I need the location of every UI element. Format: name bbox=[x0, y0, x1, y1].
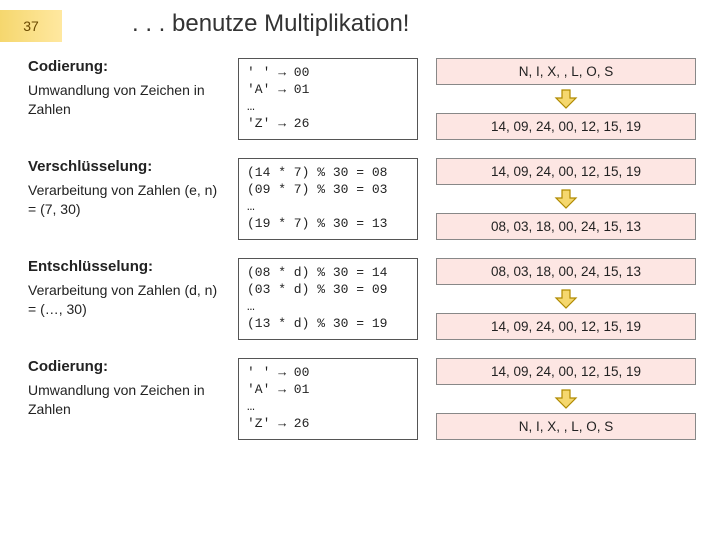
code-line: ' ' → 00 bbox=[247, 365, 409, 382]
code-line: … bbox=[247, 299, 409, 316]
section-left: Entschlüsselung: Verarbeitung von Zahlen … bbox=[28, 258, 238, 340]
section-heading: Entschlüsselung: bbox=[28, 258, 226, 275]
arrow-down-icon bbox=[553, 288, 579, 310]
code-line: … bbox=[247, 199, 409, 216]
arrow-down-icon bbox=[553, 88, 579, 110]
result-box-top: 14, 09, 24, 00, 12, 15, 19 bbox=[436, 158, 696, 185]
code-line: ' ' → 00 bbox=[247, 65, 409, 82]
code-line: (19 * 7) % 30 = 13 bbox=[247, 216, 409, 233]
section-desc: Umwandlung von Zeichen in Zahlen bbox=[28, 381, 226, 419]
code-box: (14 * 7) % 30 = 08(09 * 7) % 30 = 03…(19… bbox=[238, 158, 418, 240]
result-box-bottom: 08, 03, 18, 00, 24, 15, 13 bbox=[436, 213, 696, 240]
code-line: 'A' → 01 bbox=[247, 382, 409, 399]
section-heading: Verschlüsselung: bbox=[28, 158, 226, 175]
code-line: (08 * d) % 30 = 14 bbox=[247, 265, 409, 282]
code-box: (08 * d) % 30 = 14(03 * d) % 30 = 09…(13… bbox=[238, 258, 418, 340]
section-left: Verschlüsselung: Verarbeitung von Zahlen … bbox=[28, 158, 238, 240]
result-box-top: 14, 09, 24, 00, 12, 15, 19 bbox=[436, 358, 696, 385]
arrow-down-icon bbox=[553, 188, 579, 210]
code-line: (09 * 7) % 30 = 03 bbox=[247, 182, 409, 199]
code-box: ' ' → 00'A' → 01…'Z' → 26 bbox=[238, 358, 418, 440]
slide-number-badge: 37 bbox=[0, 10, 62, 42]
section-heading: Codierung: bbox=[28, 58, 226, 75]
result-box-bottom: 14, 09, 24, 00, 12, 15, 19 bbox=[436, 313, 696, 340]
section-right: N, I, X, , L, O, S 14, 09, 24, 00, 12, 1… bbox=[436, 58, 696, 140]
result-box-bottom: N, I, X, , L, O, S bbox=[436, 413, 696, 440]
section-left: Codierung: Umwandlung von Zeichen in Zahl… bbox=[28, 358, 238, 440]
result-box-top: 08, 03, 18, 00, 24, 15, 13 bbox=[436, 258, 696, 285]
section-row: Verschlüsselung: Verarbeitung von Zahlen … bbox=[28, 158, 700, 240]
code-line: (03 * d) % 30 = 09 bbox=[247, 282, 409, 299]
code-line: (13 * d) % 30 = 19 bbox=[247, 316, 409, 333]
section-row: Codierung: Umwandlung von Zeichen in Zahl… bbox=[28, 358, 700, 440]
section-row: Entschlüsselung: Verarbeitung von Zahlen … bbox=[28, 258, 700, 340]
code-line: (14 * 7) % 30 = 08 bbox=[247, 165, 409, 182]
slide-title: . . . benutze Multiplikation! bbox=[132, 10, 409, 38]
section-desc: Umwandlung von Zeichen in Zahlen bbox=[28, 81, 226, 119]
section-right: 14, 09, 24, 00, 12, 15, 19 08, 03, 18, 0… bbox=[436, 158, 696, 240]
result-box-top: N, I, X, , L, O, S bbox=[436, 58, 696, 85]
code-line: 'Z' → 26 bbox=[247, 416, 409, 433]
section-right: 08, 03, 18, 00, 24, 15, 13 14, 09, 24, 0… bbox=[436, 258, 696, 340]
code-line: … bbox=[247, 399, 409, 416]
section-heading: Codierung: bbox=[28, 358, 226, 375]
result-box-bottom: 14, 09, 24, 00, 12, 15, 19 bbox=[436, 113, 696, 140]
code-line: … bbox=[247, 99, 409, 116]
section-desc: Verarbeitung von Zahlen (e, n) = (7, 30) bbox=[28, 181, 226, 219]
code-line: 'Z' → 26 bbox=[247, 116, 409, 133]
section-row: Codierung: Umwandlung von Zeichen in Zahl… bbox=[28, 58, 700, 140]
section-desc: Verarbeitung von Zahlen (d, n) = (…, 30) bbox=[28, 281, 226, 319]
code-line: 'A' → 01 bbox=[247, 82, 409, 99]
arrow-down-icon bbox=[553, 388, 579, 410]
section-left: Codierung: Umwandlung von Zeichen in Zahl… bbox=[28, 58, 238, 140]
section-right: 14, 09, 24, 00, 12, 15, 19 N, I, X, , L,… bbox=[436, 358, 696, 440]
code-box: ' ' → 00'A' → 01…'Z' → 26 bbox=[238, 58, 418, 140]
